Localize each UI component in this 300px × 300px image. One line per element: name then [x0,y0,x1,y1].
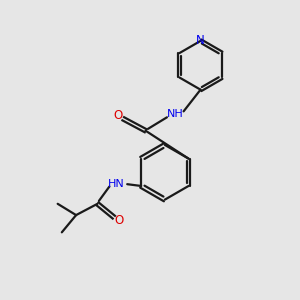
Text: HN: HN [107,178,124,189]
Text: O: O [115,214,124,227]
Text: N: N [196,34,204,47]
Text: O: O [113,109,122,122]
Text: NH: NH [167,109,184,119]
